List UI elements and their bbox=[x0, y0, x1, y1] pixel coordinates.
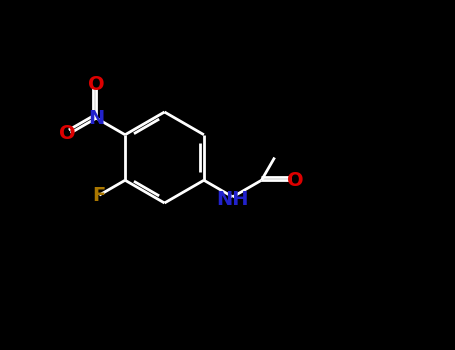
Text: O: O bbox=[287, 171, 304, 190]
Text: N: N bbox=[88, 108, 105, 128]
Text: O: O bbox=[88, 75, 105, 94]
Text: NH: NH bbox=[217, 190, 249, 209]
Text: F: F bbox=[93, 186, 106, 205]
Text: O: O bbox=[60, 124, 76, 143]
